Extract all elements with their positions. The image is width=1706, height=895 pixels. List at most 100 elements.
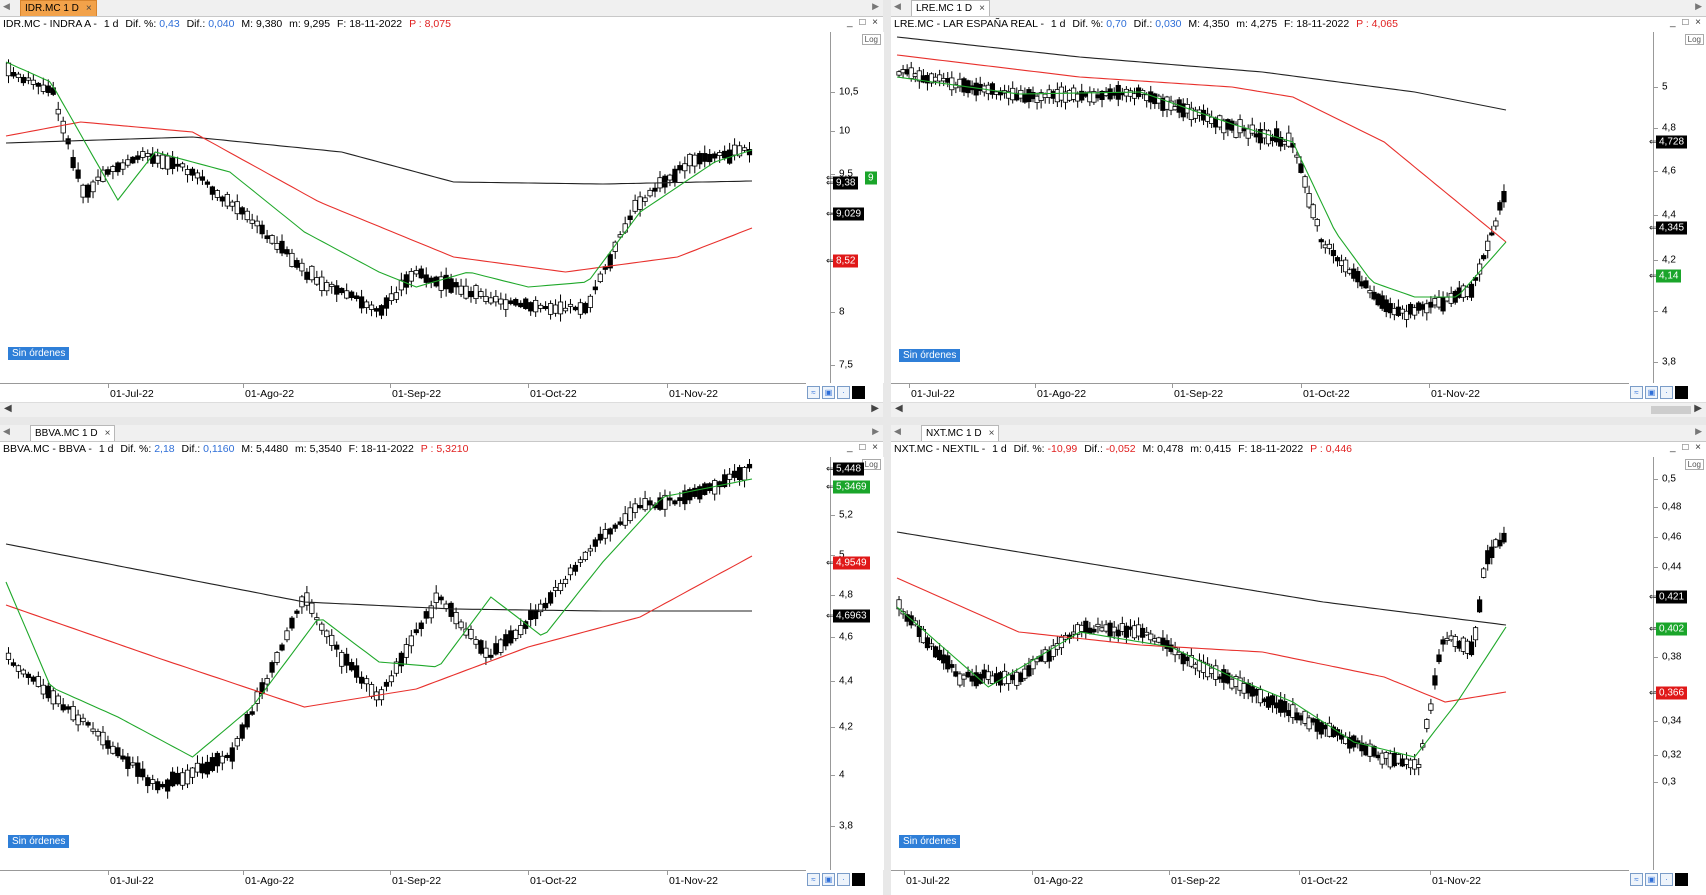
- tab-scroll-right-icon[interactable]: ▶: [872, 426, 879, 436]
- tab-lre[interactable]: LRE.MC 1 D ×: [911, 0, 990, 16]
- candle-body: [443, 603, 449, 610]
- save-icon[interactable]: ▣: [1645, 386, 1658, 399]
- price-chart-idr[interactable]: [0, 32, 830, 383]
- date-axis[interactable]: 01-Jul-22 01-Ago-22 01-Sep-22 01-Oct-22 01-N…: [891, 870, 1629, 891]
- y-tick-label: 4,6: [1662, 165, 1676, 177]
- save-icon[interactable]: ▣: [822, 873, 835, 886]
- scroll-right-icon[interactable]: ▶: [1694, 403, 1702, 414]
- autoscale-icon[interactable]: ≈: [1630, 386, 1643, 399]
- log-scale-button[interactable]: Log: [861, 34, 881, 45]
- price-axis[interactable]: Log 5,45,254,84,64,44,243,85,448⇐5,3469⇐…: [826, 457, 884, 870]
- candle-body: [234, 201, 240, 215]
- log-scale-button[interactable]: Log: [861, 459, 881, 470]
- timeframe: 1 d: [98, 443, 114, 455]
- date-axis[interactable]: 01-Jul-22 01-Ago-22 01-Sep-22 01-Oct-22 01-N…: [891, 383, 1629, 404]
- max-value: M: 0,478: [1142, 443, 1184, 455]
- price-tag-red: 0,366: [1656, 686, 1688, 700]
- candle-body: [1144, 631, 1150, 636]
- pin-icon[interactable]: ·: [1660, 873, 1673, 886]
- tab-idr[interactable]: IDR.MC 1 D ×: [20, 0, 97, 16]
- sin-ordenes-badge[interactable]: Sin órdenes: [899, 835, 961, 848]
- candle-body: [30, 676, 36, 682]
- candle-body: [528, 609, 534, 620]
- x-tick: [390, 871, 391, 875]
- color-icon[interactable]: [1675, 873, 1688, 886]
- horizontal-scrollbar[interactable]: ◀ ▶: [0, 402, 883, 417]
- price-chart-nxt[interactable]: [891, 457, 1653, 870]
- window-buttons[interactable]: _ □ ×: [847, 17, 880, 28]
- p-label: P :: [420, 443, 434, 455]
- candle-body: [547, 303, 554, 315]
- autoscale-icon[interactable]: ≈: [807, 386, 820, 399]
- candle-body: [244, 713, 250, 728]
- candle-body: [1468, 283, 1475, 298]
- date-axis[interactable]: 01-Jul-22 01-Ago-22 01-Sep-22 01-Oct-22 01-N…: [0, 870, 806, 891]
- scroll-right-icon[interactable]: ▶: [871, 403, 879, 414]
- tab-scroll-left-icon[interactable]: ◀: [894, 1, 901, 11]
- tab-scroll-left-icon[interactable]: ◀: [3, 1, 10, 11]
- price-chart-bbva[interactable]: [0, 457, 830, 870]
- candle-body: [1164, 640, 1170, 649]
- price-chart-lre[interactable]: [891, 32, 1653, 383]
- candle-body: [214, 752, 220, 767]
- price-axis[interactable]: Log 0,50,480,460,440,420,40,380,360,340,…: [1649, 457, 1706, 870]
- window-buttons[interactable]: _ □ ×: [1670, 442, 1703, 453]
- close-tab-icon[interactable]: ×: [988, 428, 995, 439]
- autoscale-icon[interactable]: ≈: [807, 873, 820, 886]
- candle-body: [627, 507, 633, 522]
- candle-body: [165, 779, 171, 792]
- pin-icon[interactable]: ·: [837, 386, 850, 399]
- sma-200-line: [5, 136, 753, 185]
- price-arrow-icon: ⇐: [1649, 687, 1657, 698]
- tab-nxt[interactable]: NXT.MC 1 D ×: [921, 425, 1000, 441]
- x-tick: [904, 871, 905, 875]
- candle-body: [1326, 243, 1332, 249]
- autoscale-icon[interactable]: ≈: [1630, 873, 1643, 886]
- tab-scroll-left-icon[interactable]: ◀: [3, 426, 10, 436]
- candle-body: [339, 652, 345, 667]
- candle-body: [60, 704, 66, 711]
- log-scale-button[interactable]: Log: [1684, 459, 1704, 470]
- candle-body: [115, 747, 121, 757]
- pin-icon[interactable]: ·: [837, 873, 850, 886]
- color-icon[interactable]: [1675, 386, 1688, 399]
- price-axis[interactable]: Log 5 4,8 4,6 4,4 4,2 4 3,8 4,728 ⇐ 4,345 ⇐ 4,14 ⇐: [1649, 32, 1706, 383]
- scroll-left-icon[interactable]: ◀: [4, 403, 12, 414]
- tab-scroll-left-icon[interactable]: ◀: [894, 426, 901, 436]
- tab-scroll-right-icon[interactable]: ▶: [1695, 1, 1702, 11]
- tab-scroll-right-icon[interactable]: ▶: [872, 1, 879, 11]
- close-tab-icon[interactable]: ×: [85, 3, 92, 14]
- window-buttons[interactable]: _ □ ×: [847, 442, 880, 453]
- candle-body: [269, 662, 275, 673]
- sin-ordenes-badge[interactable]: Sin órdenes: [8, 347, 70, 360]
- save-icon[interactable]: ▣: [1645, 873, 1658, 886]
- horizontal-scrollbar[interactable]: ◀ ▶: [891, 402, 1706, 417]
- candle-body: [1468, 641, 1475, 656]
- pin-icon[interactable]: ·: [1660, 386, 1673, 399]
- color-icon[interactable]: [852, 873, 865, 886]
- close-tab-icon[interactable]: ×: [979, 3, 985, 14]
- y-tick-label: 3,8: [1662, 356, 1676, 368]
- save-icon[interactable]: ▣: [822, 386, 835, 399]
- candle-body: [438, 596, 444, 601]
- candle-body: [239, 724, 245, 739]
- tab-bbva[interactable]: BBVA.MC 1 D ×: [30, 425, 116, 441]
- horizontal-splitter[interactable]: [0, 417, 1706, 425]
- close-tab-icon[interactable]: ×: [104, 428, 111, 439]
- sin-ordenes-badge[interactable]: Sin órdenes: [899, 349, 961, 362]
- color-icon[interactable]: [852, 386, 865, 399]
- date-axis[interactable]: 01-Jul-22 01-Ago-22 01-Sep-22 01-Oct-22 01-N…: [0, 383, 806, 404]
- tab-scroll-right-icon[interactable]: ▶: [1695, 426, 1702, 436]
- x-tick-label: 01-Ago-22: [245, 875, 295, 887]
- vertical-splitter[interactable]: [883, 0, 891, 895]
- candle-body: [637, 196, 643, 210]
- window-buttons[interactable]: _ □ ×: [1670, 17, 1703, 28]
- sin-ordenes-badge[interactable]: Sin órdenes: [8, 835, 70, 848]
- candle-body: [1188, 655, 1194, 667]
- y-tick-label: 4,8: [839, 589, 853, 601]
- y-tick-label: 4,2: [839, 721, 853, 733]
- scroll-left-icon[interactable]: ◀: [895, 403, 903, 414]
- scrollbar-thumb[interactable]: [1651, 406, 1691, 414]
- log-scale-button[interactable]: Log: [1684, 34, 1704, 45]
